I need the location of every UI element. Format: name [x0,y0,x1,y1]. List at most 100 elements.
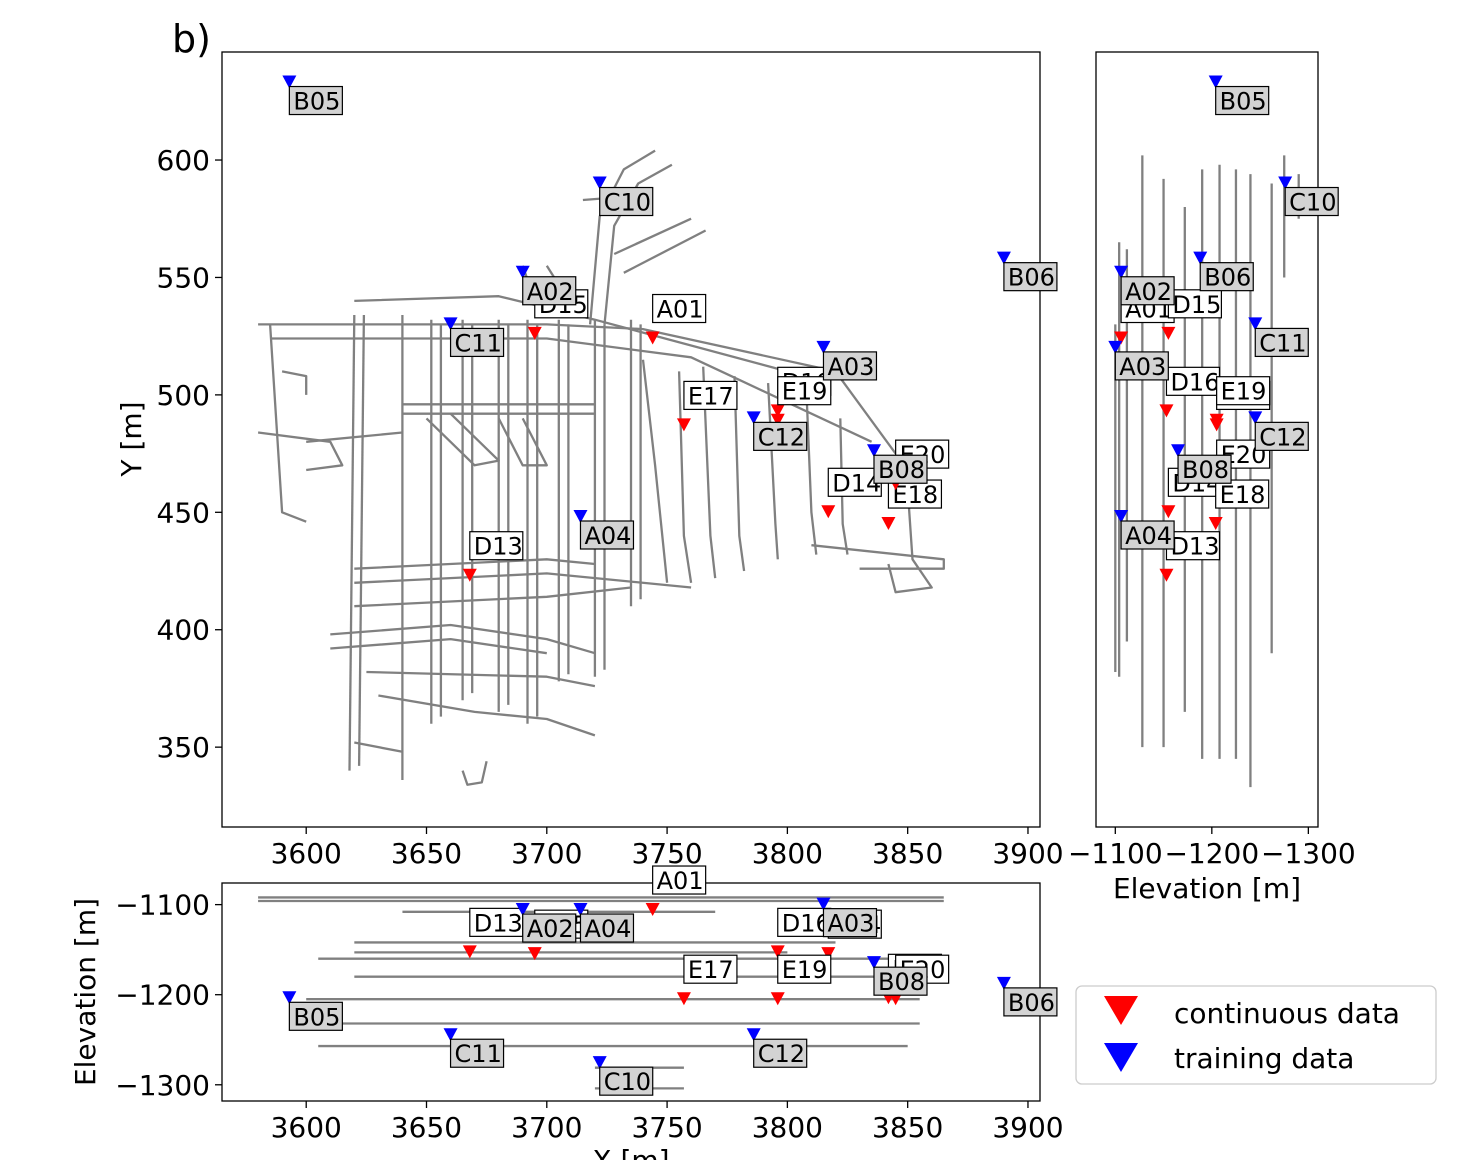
station-label-box [1216,376,1271,406]
station-label-box [652,865,707,895]
x-tick-label: 3600 [271,1111,342,1144]
station-label: B08 [878,456,925,484]
x-tick-label: 3900 [992,1111,1063,1144]
station-label: C11 [455,329,502,357]
x-tick-label: 3800 [752,837,823,870]
station-label-box [288,85,343,116]
station-label-box [599,1066,654,1096]
training-marker [1248,317,1263,331]
x-tick-label: 3750 [631,1111,702,1144]
continuous-marker [1161,505,1176,519]
station-label-box [1120,520,1175,550]
station-label-box [753,421,808,451]
continuous-marker [462,945,477,959]
station-label-box [599,186,654,217]
continuous-marker [1159,568,1174,582]
station-label-box [777,376,832,406]
x-tick-label: −1300 [1261,837,1356,870]
station-label-box [1215,85,1270,116]
station-label: C11 [455,1040,502,1068]
station-label: A03 [1119,353,1166,381]
panel-label: b) [172,17,211,61]
training-marker [816,340,831,354]
tunnel-path [641,359,669,583]
station-label: D15 [1172,291,1221,319]
x-tick-label: 3800 [752,1111,823,1144]
legend-training-marker [1104,1043,1138,1072]
station-label-box [449,1038,505,1068]
station-label-box [1199,262,1254,292]
x-tick-label: −1200 [1164,837,1259,870]
continuous-marker [1208,517,1223,531]
y-tick-label: 350 [157,731,210,764]
station-label-box [777,954,832,984]
continuous-marker [527,326,542,340]
station-label-box [873,966,928,996]
station-label: A02 [527,915,574,943]
station-label-box [469,531,524,561]
station-label-box [1003,987,1058,1017]
training-marker [996,976,1011,990]
training-marker [1208,75,1223,89]
station-label: C10 [1289,189,1336,217]
tunnel-path [348,314,356,771]
y-tick-label: −1300 [115,1069,210,1102]
station-label-box [822,908,878,938]
continuous-marker [645,331,660,345]
legend-frame [1075,985,1437,1085]
side-xlabel: Elevation [m] [1113,872,1301,905]
tunnel-path [805,394,818,555]
training-marker [866,444,881,458]
station-label-box [579,520,635,550]
station-label: E19 [782,378,828,406]
tunnel-path [257,431,344,472]
station-label: B08 [878,968,925,996]
tunnel-path [354,572,692,589]
station-label: D14 [832,469,881,497]
training-marker [866,956,881,970]
tunnel-path [268,324,307,523]
station-label: D16 [782,909,831,937]
tunnel-path [811,544,945,570]
station-label: A02 [527,278,574,306]
tunnel-path [330,637,547,655]
continuous-marker [645,903,660,917]
station-label: D13 [474,909,523,937]
training-marker [573,510,588,523]
training-marker [592,176,607,190]
x-tick-label: 3650 [391,1111,462,1144]
station-label: B05 [293,1003,340,1031]
legend-continuous-label: continuous data [1174,997,1400,1030]
station-label: A01 [657,867,704,895]
continuous-marker [527,947,542,961]
station-label-box [1254,327,1309,358]
tunnel-path [461,760,488,786]
station-label-box [822,351,878,381]
x-tick-label: 3650 [391,837,462,870]
y-tick-label: 400 [157,614,210,647]
continuous-marker [1209,413,1224,427]
station-label: E18 [1220,481,1266,509]
training-marker [996,251,1011,265]
legend: continuous data training data [1075,985,1437,1085]
elevation-side-panel: A01D15D16E17E19E20D14E18D13B05C10A02B06C… [1095,51,1339,905]
continuous-marker [1161,326,1176,340]
continuous-marker [770,992,785,1006]
x-tick-label: 3850 [872,837,943,870]
continuous-marker [462,568,477,582]
tunnel-path [425,412,500,467]
tunnel-path [702,366,717,579]
elevation-bottom-panel: A01D13D15D16D14E17E19E18E20A02A04A03B08B… [69,865,1058,1160]
station-label: C12 [758,1040,805,1068]
tunnel-path [839,418,849,555]
station-label: C12 [758,423,805,451]
tunnel-path [357,314,366,766]
station-label: C10 [604,189,651,217]
station-label-box [1284,186,1339,217]
training-marker [1278,176,1293,190]
station-label-box [1003,262,1058,292]
training-marker [816,897,831,911]
station-label-box [1120,276,1175,306]
training-marker [443,1028,458,1042]
